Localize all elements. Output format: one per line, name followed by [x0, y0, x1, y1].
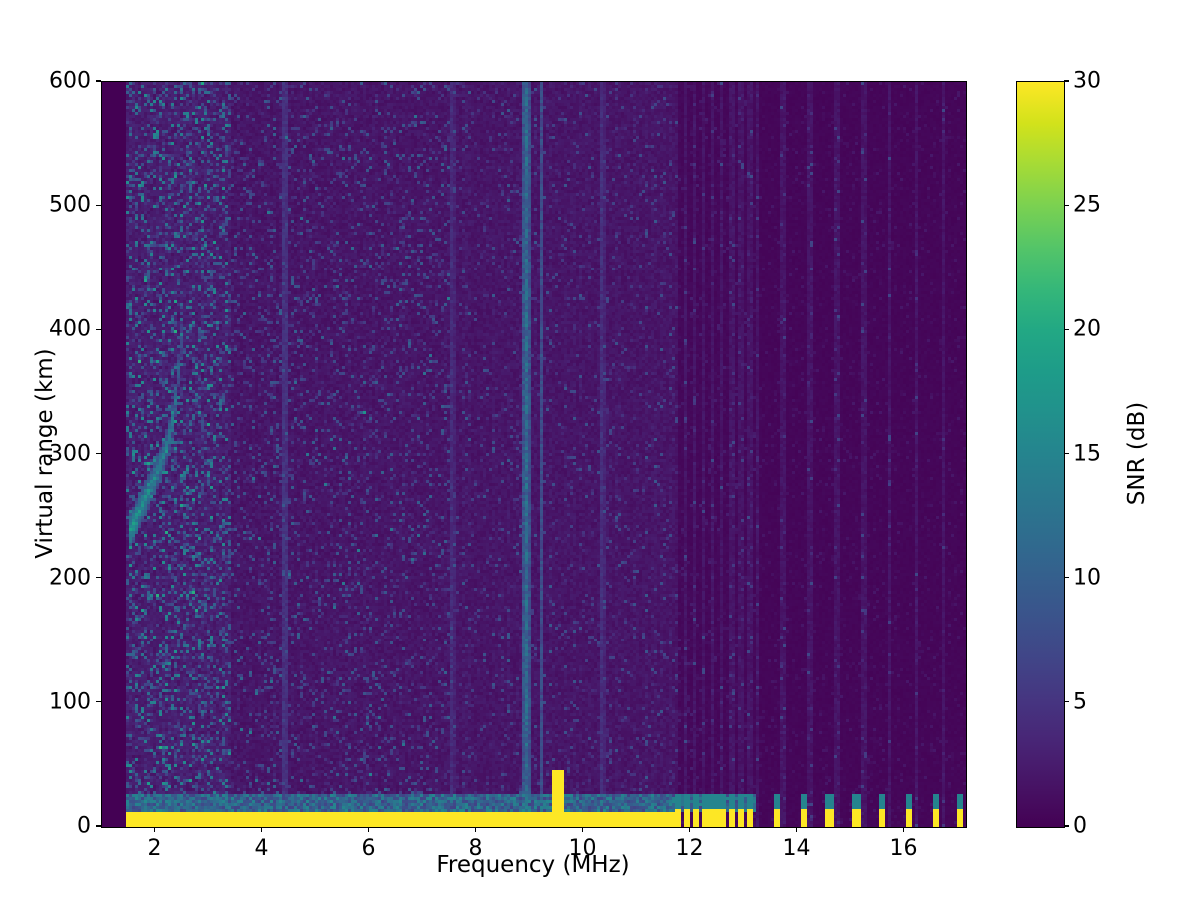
- x-tick-mark: [153, 827, 156, 832]
- y-tick-mark: [96, 577, 101, 579]
- colorbar-tick-mark: [1064, 328, 1069, 330]
- colorbar-tick-mark: [1064, 825, 1069, 827]
- y-tick-mark: [96, 80, 101, 82]
- x-tick-label: 16: [889, 836, 918, 861]
- colorbar-gradient: [1017, 82, 1064, 827]
- y-axis-label: Virtual range (km): [32, 348, 58, 559]
- x-tick-mark: [795, 827, 798, 832]
- y-tick-label: 400: [49, 316, 91, 342]
- colorbar-tick-mark: [1064, 577, 1069, 579]
- y-tick-label: 300: [49, 441, 91, 466]
- x-tick-mark: [581, 827, 584, 832]
- x-axis-label: Frequency (MHz): [436, 852, 630, 878]
- y-tick-mark: [96, 204, 101, 206]
- x-tick-label: 12: [675, 836, 704, 861]
- ionogram-heatmap: [102, 82, 966, 827]
- colorbar-tick-mark: [1064, 701, 1069, 703]
- y-tick-label: 0: [77, 813, 91, 839]
- colorbar-tick-mark: [1064, 452, 1069, 455]
- y-tick-label: 600: [49, 68, 91, 94]
- colorbar-tick-label: 10: [1073, 565, 1101, 591]
- x-tick-label: 8: [468, 836, 483, 861]
- y-tick-mark: [96, 328, 101, 330]
- x-tick-label: 10: [568, 836, 597, 861]
- x-tick-mark: [902, 827, 905, 832]
- colorbar-tick-mark: [1064, 204, 1069, 206]
- x-tick-mark: [367, 827, 370, 832]
- colorbar-label: SNR (dB): [1124, 401, 1150, 506]
- y-tick-mark: [96, 701, 101, 703]
- y-tick-label: 100: [49, 689, 91, 715]
- y-tick-mark: [96, 825, 101, 827]
- x-tick-label: 14: [782, 836, 811, 861]
- x-tick-label: 4: [254, 836, 269, 861]
- colorbar-tick-label: 5: [1073, 689, 1087, 715]
- colorbar: [1016, 81, 1065, 828]
- ionogram-plot-area: [101, 81, 967, 828]
- x-tick-label: 2: [147, 836, 162, 861]
- x-tick-mark: [260, 827, 263, 832]
- colorbar-tick-label: 20: [1073, 316, 1101, 342]
- colorbar-tick-mark: [1064, 80, 1069, 82]
- y-tick-mark: [96, 452, 101, 455]
- x-tick-label: 6: [361, 836, 376, 861]
- y-tick-label: 500: [49, 192, 91, 218]
- x-tick-mark: [688, 827, 691, 832]
- colorbar-tick-label: 0: [1073, 813, 1087, 839]
- x-tick-mark: [474, 827, 477, 832]
- colorbar-tick-label: 15: [1073, 441, 1101, 466]
- y-tick-label: 200: [49, 565, 91, 591]
- colorbar-tick-label: 25: [1073, 192, 1101, 218]
- colorbar-tick-label: 30: [1073, 68, 1101, 94]
